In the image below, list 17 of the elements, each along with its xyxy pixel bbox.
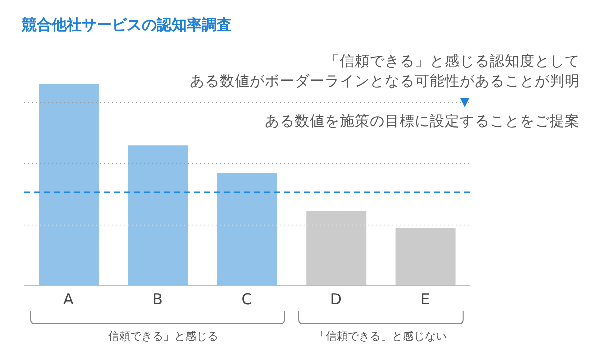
text: 「信頼できる」と感じる認知度として (324, 52, 580, 72)
bar (39, 84, 99, 286)
chart-title: 競合他社サービスの認知率調査 (22, 16, 232, 35)
x-tick-label: B (152, 290, 163, 309)
x-tick-label: D (330, 290, 342, 309)
text: 「信頼できる」と感じない (314, 329, 448, 344)
bar (217, 173, 278, 286)
bar (128, 146, 188, 286)
annotation: ある数値がボーダーラインとなる可能性があることが判明 (190, 73, 580, 92)
text: 「信頼できる」と感じる (96, 329, 220, 344)
bar (306, 211, 367, 286)
annotation: ▼ (459, 94, 471, 111)
annotation: ある数値を施策の目標に設定することをご提案 (264, 112, 580, 132)
x-tick-label: A (63, 290, 74, 309)
x-tick-label: E (420, 290, 430, 309)
bar (396, 228, 456, 286)
x-tick-label: C (242, 290, 252, 309)
